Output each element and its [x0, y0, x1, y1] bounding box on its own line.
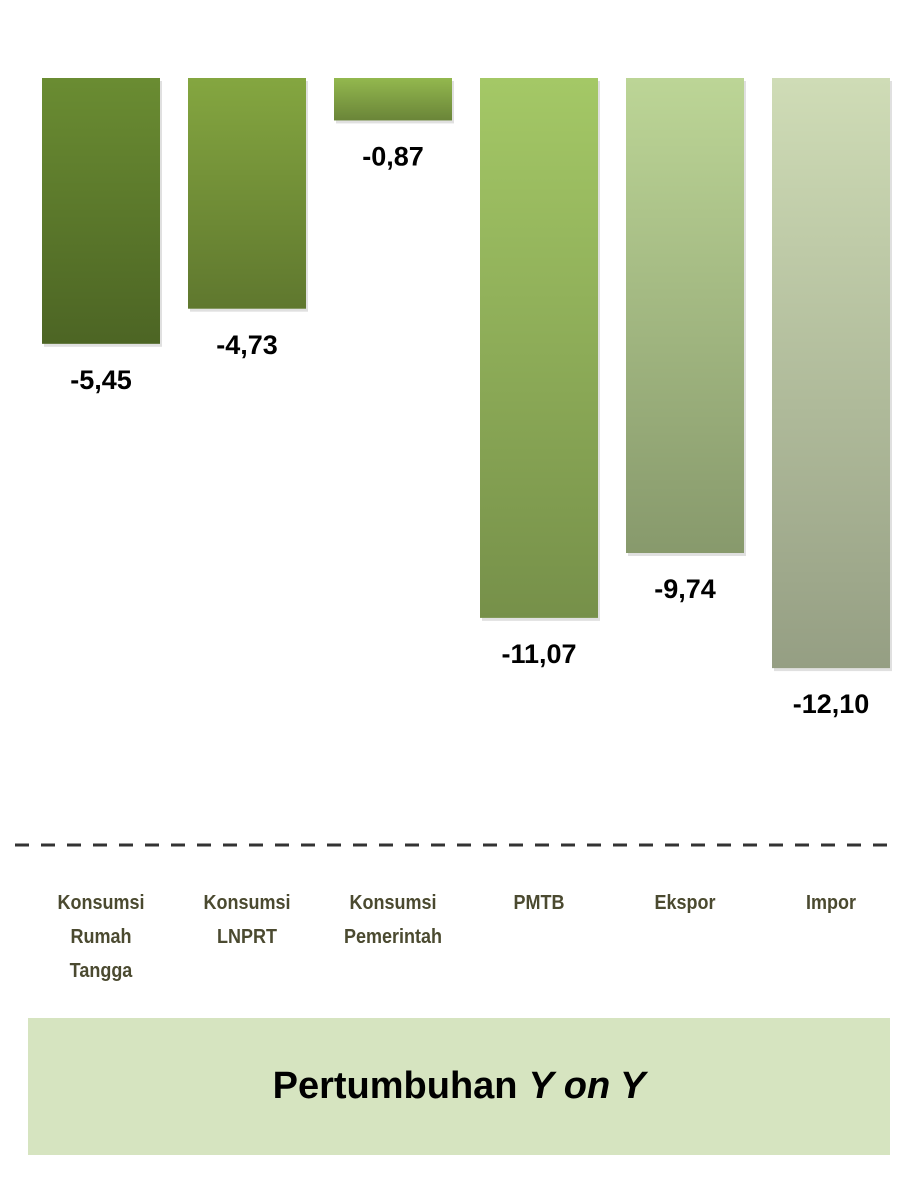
title-italic: Y on Y — [528, 1065, 646, 1107]
bar-shade — [42, 78, 160, 344]
category-label: Konsumsi Rumah Tangga — [57, 892, 145, 982]
bar-shade — [626, 78, 744, 554]
category-label: Impor — [805, 892, 857, 914]
category-label: Konsumsi Pemerintah — [343, 892, 443, 948]
category-label: PMTB — [513, 892, 565, 914]
title: Pertumbuhan — [272, 1065, 518, 1107]
bar-shade — [188, 78, 306, 309]
value-label: -12,10 — [793, 689, 870, 719]
category-label: Konsumsi LNPRT — [203, 892, 291, 948]
value-label: -9,74 — [654, 574, 716, 604]
bar-shade — [334, 78, 452, 121]
value-label: -4,73 — [216, 330, 278, 360]
category-label: Ekspor — [654, 892, 716, 914]
value-label: -0,87 — [362, 142, 424, 172]
title-box: Pertumbuhan Y on Y — [28, 1018, 890, 1155]
bar-shade — [772, 78, 890, 669]
value-label: -5,45 — [70, 365, 132, 395]
value-label: -11,07 — [501, 639, 576, 669]
bar-shade — [480, 78, 598, 618]
